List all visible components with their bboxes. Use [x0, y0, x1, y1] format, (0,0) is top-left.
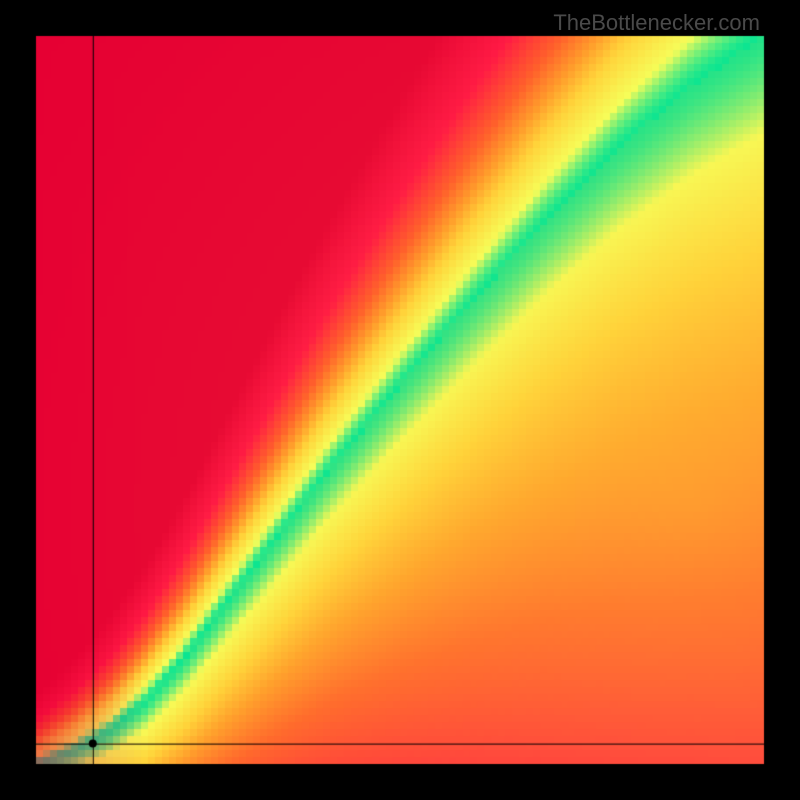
watermark: TheBottlenecker.com: [553, 10, 760, 36]
bottleneck-heatmap: [0, 0, 800, 800]
